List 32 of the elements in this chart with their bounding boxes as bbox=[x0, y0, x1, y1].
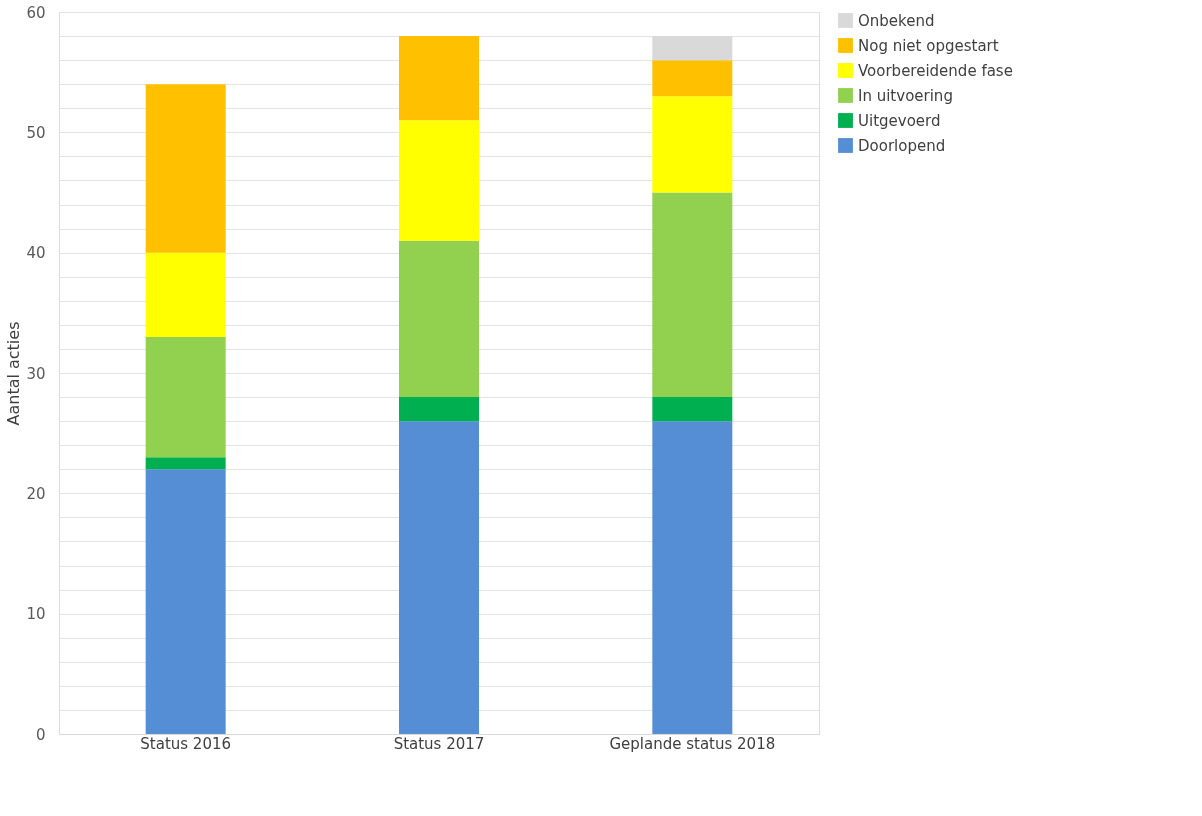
legend-label: Doorlopend bbox=[858, 136, 946, 155]
y-tick-label: 0 bbox=[35, 725, 46, 744]
x-tick-label: Status 2016 bbox=[140, 734, 232, 753]
y-tick-label: 10 bbox=[26, 605, 46, 624]
y-tick-label: 60 bbox=[26, 3, 46, 22]
bar bbox=[652, 96, 733, 193]
y-tick-label: 50 bbox=[26, 123, 46, 142]
legend-label: In uitvoering bbox=[858, 86, 953, 105]
bar bbox=[399, 421, 479, 734]
legend-label: Nog niet opgestart bbox=[858, 36, 999, 55]
legend-label: Voorbereidende fase bbox=[858, 61, 1013, 80]
bar bbox=[652, 60, 733, 97]
bar bbox=[145, 336, 226, 458]
y-tick-label: 20 bbox=[26, 484, 46, 503]
legend-label: Uitgevoerd bbox=[858, 111, 941, 130]
bar bbox=[399, 36, 479, 121]
bar bbox=[399, 240, 479, 398]
y-tick-label: 30 bbox=[26, 364, 46, 383]
y-axis-title: Aantal acties bbox=[4, 321, 24, 426]
x-tick-label: Status 2017 bbox=[393, 734, 485, 753]
bar bbox=[145, 252, 226, 337]
y-tick-label: 40 bbox=[26, 244, 46, 263]
bar bbox=[399, 397, 479, 422]
x-tick-label: Geplande status 2018 bbox=[609, 734, 776, 753]
bar bbox=[145, 469, 226, 734]
legend-label: Onbekend bbox=[858, 11, 935, 30]
bar bbox=[652, 421, 733, 734]
bar bbox=[652, 397, 733, 422]
bar bbox=[652, 192, 733, 398]
bar bbox=[145, 84, 226, 253]
bar bbox=[399, 120, 479, 241]
bar bbox=[145, 457, 226, 470]
